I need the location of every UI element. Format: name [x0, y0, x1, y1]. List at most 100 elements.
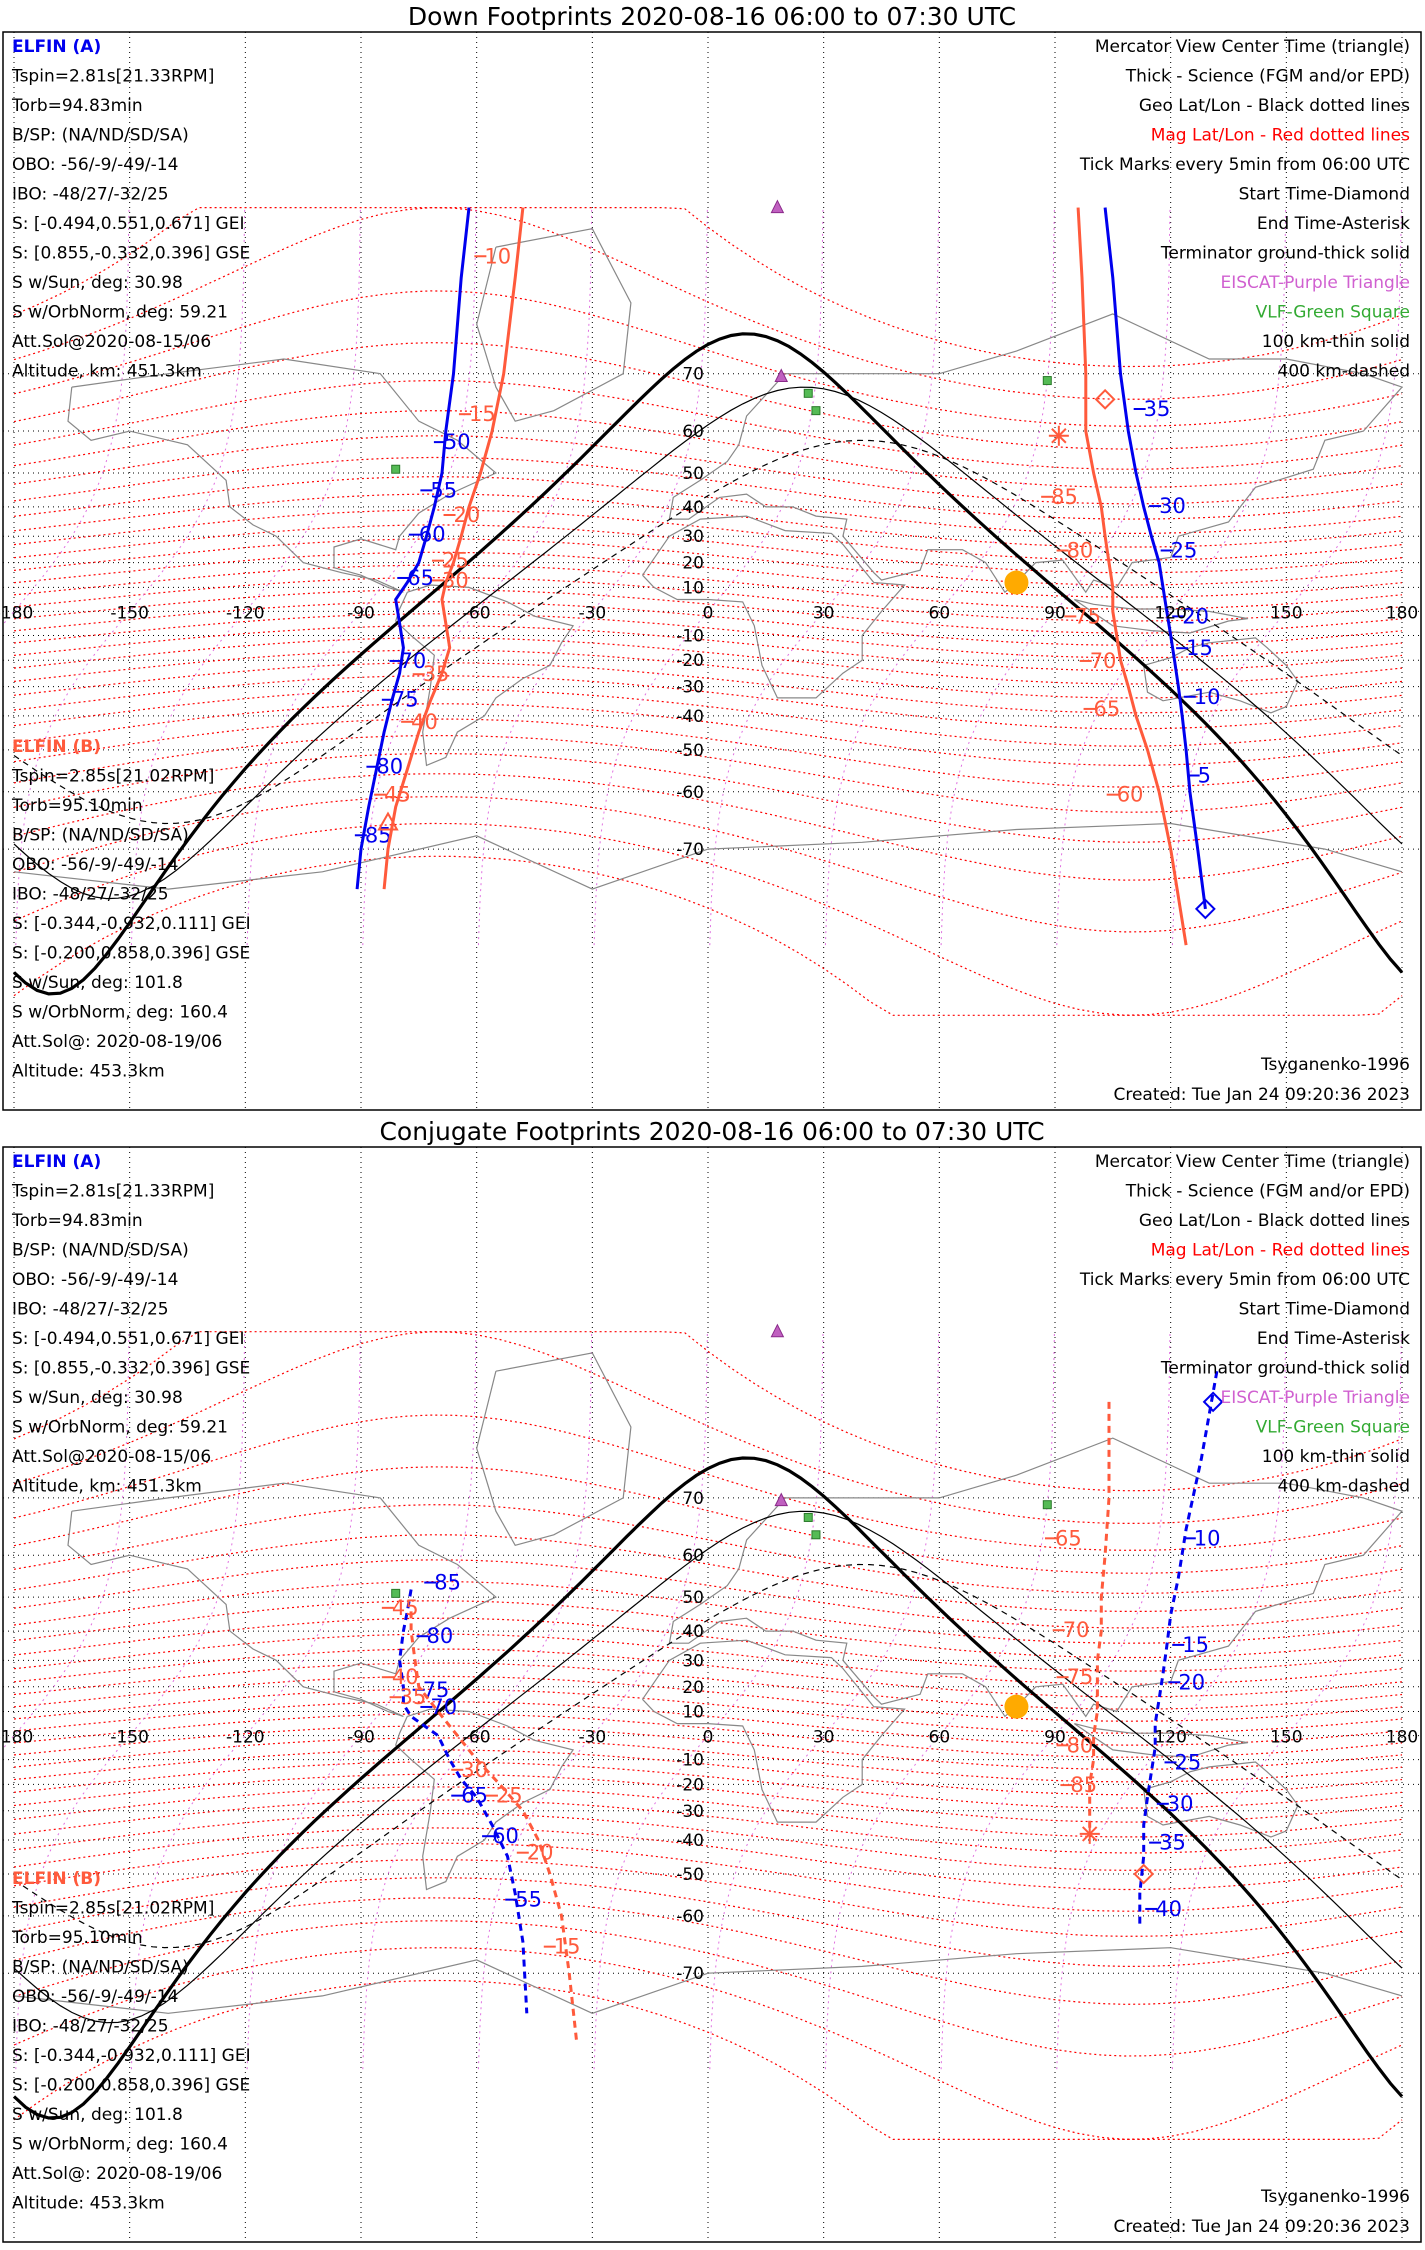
- elfin-a-ibo: IBO: -48/27/-32/25: [12, 185, 169, 205]
- lat-tick-label: -20: [676, 1775, 704, 1795]
- elfin-b-s-orb: S w/OrbNorm, deg: 160.4: [12, 1003, 228, 1023]
- mag-meridian: [593, 207, 824, 946]
- conjugate-footprints-panel: Conjugate Footprints 2020-08-16 06:00 to…: [0, 1117, 1422, 2243]
- sun-icon: [1004, 1694, 1029, 1719]
- lon-tick-label: 90: [1044, 603, 1066, 623]
- africa-outline: [642, 1639, 906, 1823]
- track_d-tick-label: 60: [1117, 783, 1144, 807]
- track_b-tick-label: 30: [442, 568, 469, 592]
- legend-line8: Terminator ground-thick solid: [1160, 1359, 1410, 1379]
- mag-parallel: [13, 688, 1403, 747]
- track_c-tick-label: 20: [1182, 604, 1209, 628]
- end-asterisk-icon: [1079, 1823, 1100, 1844]
- track_b-tick-label: 25: [496, 1784, 523, 1808]
- mag-parallel: [13, 1713, 1403, 1758]
- elfin-b-s-sun: S w/Sun, deg: 101.8: [12, 973, 183, 993]
- map-body: 8580757065605545403530252015101520253035…: [3, 1147, 1421, 2242]
- axes: -180 -150 -120 -90 -60 -30 0 30 60 90 120 150 180 70 6…: [0, 365, 1418, 860]
- mag-parallel: [13, 703, 1403, 767]
- track_d-tick-label: 85: [1070, 1773, 1097, 1797]
- track_c-tick-label: 30: [1167, 1792, 1194, 1816]
- lon-tick-label: 90: [1044, 1728, 1066, 1748]
- lon-tick-label: 30: [813, 603, 835, 623]
- elfin-b-torb: Torb=95.10min: [11, 796, 143, 816]
- greenland-outline: [476, 228, 632, 422]
- elfin-a-name: ELFIN (A): [12, 1152, 101, 1172]
- track_a-track: [355, 207, 471, 890]
- elfin-b-s-sun: S w/Sun, deg: 101.8: [12, 2105, 183, 2125]
- legend-line5: Tick Marks every 5min from 06:00 UTC: [1079, 1270, 1410, 1290]
- mag-meridian: [362, 1331, 593, 2070]
- lat-tick-label: 20: [682, 1678, 704, 1698]
- elfin-b-obo: OBO: -56/-9/-49/-14: [12, 1987, 178, 2007]
- mag-parallel: [13, 1701, 1403, 1746]
- elfin-b-att: Att.Sol@: 2020-08-19/06: [12, 2164, 222, 2184]
- mag-meridian: [246, 1331, 477, 2070]
- mag-parallel: [13, 1466, 1403, 1574]
- terminator-ground: [12, 332, 1404, 996]
- terminator: [12, 1456, 1404, 2120]
- center-time-triangle-icon: [377, 811, 399, 831]
- track_b-tick-label: 20: [527, 1841, 554, 1865]
- legend: Mercator View Center Time (triangle) Thic…: [1079, 37, 1410, 382]
- track_b-tick-label: 35: [423, 662, 450, 686]
- mag-parallel: [13, 379, 1403, 470]
- asterisk-stroke: [1081, 1826, 1098, 1842]
- track_c-tick-label: 5: [1198, 764, 1211, 788]
- track_d-tick-label: 75: [1074, 604, 1101, 628]
- track_b-tick-label: 10: [484, 244, 511, 268]
- lat-tick-label: 10: [682, 578, 704, 598]
- mag-parallel: [13, 564, 1403, 610]
- track_c-tick-label: 15: [1182, 1633, 1209, 1657]
- elfin-a-tspin: Tspin=2.81s[21.33RPM]: [11, 67, 214, 87]
- mag-parallel: [13, 538, 1403, 586]
- end-asterisk-icon: [1048, 425, 1069, 446]
- track_c-tick-label: 10: [1194, 1526, 1221, 1550]
- down-footprints-panel: Down Footprints 2020-08-16 06:00 to 07:3…: [0, 2, 1422, 1111]
- lat-tick-label: -10: [676, 1751, 704, 1771]
- mag-parallel: [13, 613, 1403, 659]
- elfin-b-att: Att.Sol@: 2020-08-19/06: [12, 1032, 222, 1052]
- terminator-ground: [12, 1456, 1404, 2120]
- track_a-tick-label: 55: [515, 1888, 542, 1912]
- mag-parallel: [13, 207, 1403, 368]
- mag-meridian: [130, 207, 361, 946]
- mag-parallel: [13, 524, 1403, 574]
- track_c-tick-label: 30: [1159, 494, 1186, 518]
- vlf-square-icon: [811, 1530, 821, 1540]
- mag-parallel: [13, 601, 1403, 646]
- mag-meridian: [709, 207, 940, 946]
- lat-tick-label: -60: [676, 1907, 704, 1927]
- elfin-a-s-gse: S: [0.855,-0.332,0.396] GSE: [12, 1359, 250, 1379]
- elfin-b-s-gse: S: [-0.200,0.858,0.396] GSE: [12, 944, 250, 964]
- elfin-b-s-gse: S: [-0.200,0.858,0.396] GSE: [12, 2076, 250, 2096]
- axes: -180 -150 -120 -90 -60 -30 0 30 60 90 120 150 180 70 6…: [0, 1489, 1418, 1984]
- mag-parallel: [13, 1688, 1403, 1734]
- legend-line11: 100 km-thin solid: [1262, 1447, 1410, 1467]
- elfin-b-s-orb: S w/OrbNorm, deg: 160.4: [12, 2135, 228, 2155]
- track_b-tick-label: 15: [554, 1935, 581, 1959]
- mag-meridian: [246, 207, 477, 946]
- mag-parallel: [13, 1675, 1403, 1722]
- elfin-b-torb: Torb=95.10min: [11, 1928, 143, 1948]
- track_c-tick-label: 20: [1178, 1670, 1205, 1694]
- elfin-b-name: ELFIN (B): [12, 737, 101, 757]
- lon-tick-label: -180: [0, 603, 33, 623]
- mag-parallel: [13, 342, 1403, 450]
- legend-line3: Geo Lat/Lon - Black dotted lines: [1139, 96, 1410, 116]
- mag-meridian: [130, 1331, 361, 2070]
- track_c-tick-label: 10: [1194, 685, 1221, 709]
- sun-icon: [1004, 570, 1029, 595]
- legend-line11: 100 km-thin solid: [1262, 332, 1410, 352]
- mag-meridian: [1171, 1331, 1402, 2070]
- mag-parallel: [13, 1897, 1403, 2005]
- track_b-track: [382, 207, 525, 890]
- info-left: ELFIN (A) Tspin=2.81s[21.33RPM] Torb=94.83…: [11, 1152, 251, 2214]
- lon-tick-label: -150: [110, 603, 149, 623]
- mag-parallel: [13, 493, 1403, 548]
- track_a-tick-label: 80: [376, 755, 403, 779]
- elfin-a-torb: Torb=94.83min: [11, 1211, 143, 1231]
- lon-tick-label: -60: [463, 1728, 491, 1748]
- eiscat-triangle-icon: [774, 368, 789, 383]
- elfin-a-bsp: B/SP: (NA/ND/SD/SA): [12, 1241, 189, 1261]
